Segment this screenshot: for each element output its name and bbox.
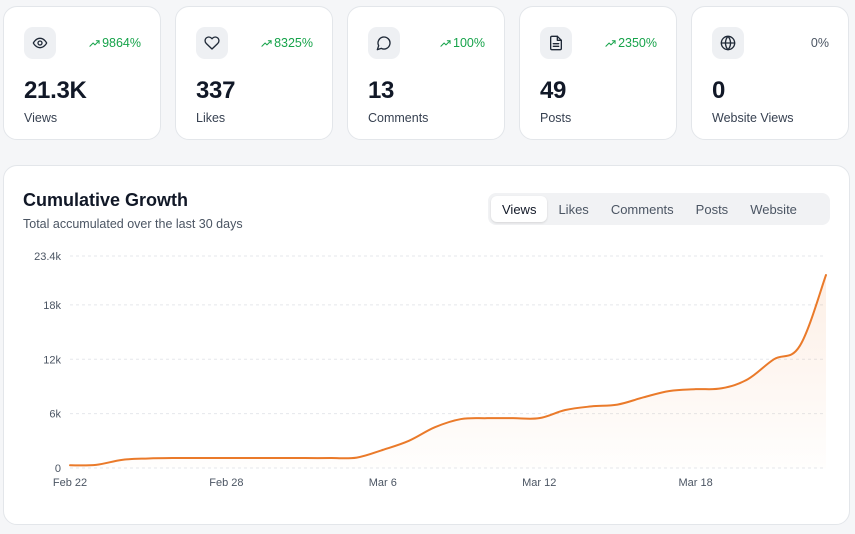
views-series-line — [69, 274, 827, 467]
views-value: 21.3K — [24, 77, 87, 104]
comments-change-badge: 100% — [440, 36, 485, 50]
y-tick-label: 12k — [43, 354, 61, 366]
comment-icon — [368, 27, 400, 59]
website-views-change-badge: 0% — [811, 36, 829, 50]
y-tick-label: 18k — [43, 300, 61, 312]
x-tick-label: Feb 22 — [53, 477, 87, 489]
x-tick-label: Mar 6 — [369, 477, 397, 489]
stat-card-posts: 2350% 49 Posts — [519, 6, 677, 140]
website-views-change-value: 0% — [810, 36, 829, 50]
growth-chart: 0 6k 12k 18k 23.4k Feb 22 Feb 28 Mar 6 Mar 12 Ma… — [34, 251, 827, 489]
stat-card-website-views: 0% 0 Website Views — [691, 6, 849, 140]
tab-website[interactable]: Website — [750, 201, 797, 217]
x-tick-label: Mar 12 — [522, 477, 556, 489]
likes-value: 337 — [196, 77, 236, 104]
eye-icon — [24, 27, 56, 59]
posts-value: 49 — [540, 77, 567, 104]
tab-views[interactable]: Views — [491, 196, 548, 222]
y-tick-label: 0 — [55, 463, 61, 475]
stat-card-likes: 8325% 337 Likes — [175, 6, 333, 140]
likes-change-badge: 8325% — [261, 36, 313, 50]
views-area-fill — [70, 275, 826, 468]
heart-icon — [196, 27, 228, 59]
chart-subtitle: Total accumulated over the last 30 days — [23, 217, 243, 231]
stat-card-views: 9864% 21.3K Views — [3, 6, 161, 140]
posts-change-badge: 2350% — [605, 36, 657, 50]
posts-label: Posts — [540, 111, 572, 125]
trending-up-icon — [261, 39, 272, 47]
views-change-badge: 9864% — [89, 36, 141, 50]
tab-posts[interactable]: Posts — [695, 201, 729, 217]
tab-likes[interactable]: Likes — [558, 201, 589, 217]
website-views-label: Website Views — [712, 111, 794, 125]
likes-change-value: 8325% — [274, 36, 313, 50]
globe-icon — [712, 27, 744, 59]
trending-up-icon — [440, 39, 451, 47]
posts-change-value: 2350% — [618, 36, 657, 50]
cumulative-growth-panel: Cumulative Growth Total accumulated over… — [3, 165, 850, 525]
chart-title: Cumulative Growth — [23, 190, 189, 210]
likes-label: Likes — [196, 111, 226, 125]
metric-tabs: Views Likes Comments Posts Website — [488, 193, 830, 225]
views-label: Views — [24, 111, 58, 125]
website-views-value: 0 — [712, 77, 726, 104]
comments-change-value: 100% — [453, 36, 485, 50]
y-tick-label: 23.4k — [34, 251, 61, 263]
trending-up-icon — [89, 39, 100, 47]
comments-label: Comments — [368, 111, 429, 125]
x-tick-label: Feb 28 — [209, 477, 243, 489]
document-icon — [540, 27, 572, 59]
trending-up-icon — [605, 39, 616, 47]
y-tick-label: 6k — [49, 409, 61, 421]
comments-value: 13 — [368, 77, 395, 104]
x-tick-label: Mar 18 — [679, 477, 713, 489]
tab-comments[interactable]: Comments — [610, 201, 674, 217]
stat-card-comments: 100% 13 Comments — [347, 6, 505, 140]
views-change-value: 9864% — [102, 36, 141, 50]
